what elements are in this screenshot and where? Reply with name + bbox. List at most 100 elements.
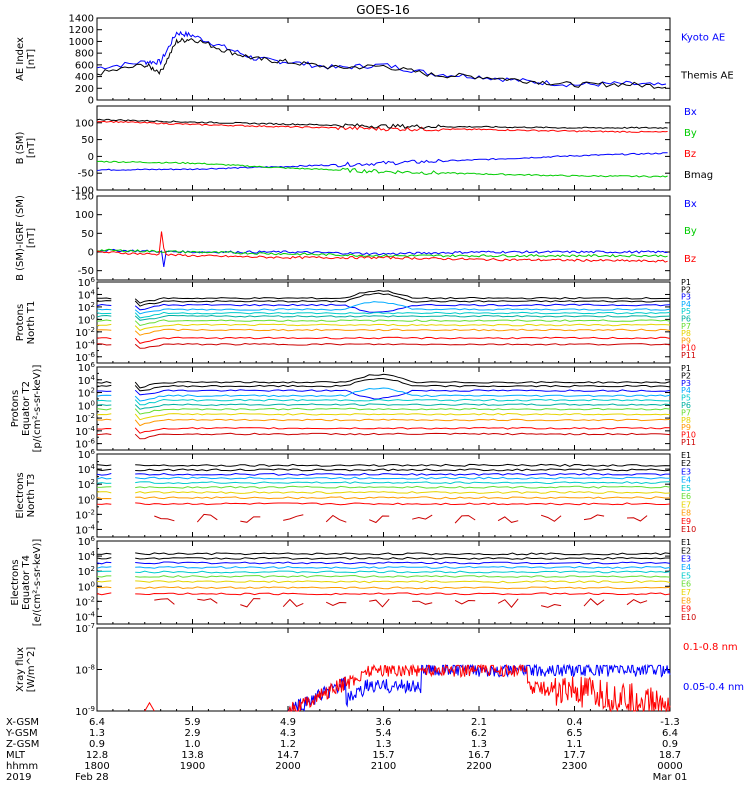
legend-electrons-equator-t4-E6: E6 <box>681 580 691 589</box>
protons-equator-t2-channel-2 <box>134 377 671 392</box>
y-tick-label: 10-4 <box>75 338 95 351</box>
legend-protons-north-t1-P8: P8 <box>681 329 691 338</box>
legend-electrons-equator-t4-E7: E7 <box>681 588 691 597</box>
x-axis-zgsm-value: 0.9 <box>662 739 678 750</box>
y-tick-label: 150 <box>75 192 94 203</box>
y-tick-label: 10-4 <box>75 523 95 536</box>
legend-protons-equator-t2-P5: P5 <box>681 394 691 403</box>
x-axis-mlt-value: 14.7 <box>277 750 299 761</box>
electrons-equator-t4-channel-4 <box>96 566 112 569</box>
protons-equator-t2-channel-9 <box>96 418 112 421</box>
y-tick-label: 106 <box>78 276 96 289</box>
bsm-series-Bx <box>96 152 668 171</box>
bigrf-series-Bx <box>96 248 668 267</box>
protons-equator-t2-channel-4 <box>134 387 671 402</box>
protons-north-t1-channel-4 <box>134 301 671 315</box>
x-axis-hhmm-value: 2100 <box>371 761 396 772</box>
electrons-equator-t4-sparse-channel <box>197 598 218 604</box>
x-axis-date-label: Feb 28 <box>75 772 109 783</box>
y-axis-label-line: [nT] <box>26 228 37 248</box>
y-axis-label-xray: Xray flux [W/m^2] <box>15 647 37 693</box>
x-axis-row-label-Z-GSM: Z-GSM <box>6 739 39 750</box>
protons-equator-t2-channel-11 <box>134 432 671 440</box>
y-tick-label: -50 <box>78 266 94 277</box>
electrons-equator-t4-channel-8 <box>96 586 112 589</box>
y-tick-label: 800 <box>75 49 94 60</box>
y-axis-label-line: [p/(cm²-s-sr-keV)] <box>32 365 43 453</box>
electrons-north-t3-sparse-channel <box>369 515 390 524</box>
electrons-equator-t4-channel-1 <box>135 552 671 556</box>
x-axis-mlt-value: 12.8 <box>86 750 108 761</box>
y-axis-label-line: North T3 <box>26 474 37 518</box>
electrons-north-t3-sparse-channel <box>497 516 519 523</box>
y-tick-label: 0 <box>88 96 94 107</box>
legend-electrons-north-t3-E8: E8 <box>681 509 691 518</box>
electrons-equator-t4-sparse-channel <box>325 601 347 607</box>
x-axis-zgsm-value: 1.2 <box>280 739 296 750</box>
protons-north-t1-channel-2 <box>96 300 112 302</box>
protons-north-t1-channel-11 <box>96 343 112 346</box>
protons-north-t1-channel-7 <box>96 319 112 322</box>
x-axis-hhmm-value: 2200 <box>466 761 491 772</box>
y-tick-label: 50 <box>81 135 94 146</box>
legend-electrons-equator-t4-E10: E10 <box>681 613 696 622</box>
electrons-equator-t4-sparse-channel <box>626 599 648 606</box>
x-axis-zgsm-value: 1.3 <box>471 739 487 750</box>
x-axis-mlt-value: 17.7 <box>563 750 585 761</box>
electrons-equator-t4-sparse-channel <box>540 603 562 608</box>
legend-protons-equator-t2-P11: P11 <box>681 438 696 447</box>
protons-north-t1-channel-1 <box>96 297 112 300</box>
y-tick-label: -100 <box>71 186 94 197</box>
electrons-north-t3-channel-2 <box>135 468 671 472</box>
legend-electrons-equator-t4-E5: E5 <box>681 571 691 580</box>
electrons-equator-t4-channel-2 <box>96 557 112 560</box>
electrons-north-t3-sparse-channel <box>412 514 433 520</box>
x-axis-xgsm-value: -1.3 <box>660 717 680 728</box>
x-axis-hhmm-value: 2000 <box>275 761 300 772</box>
legend-themis-ae: Themis AE <box>680 71 734 82</box>
protons-equator-t2-channel-8 <box>96 413 112 416</box>
y-tick-label: 0 <box>88 152 94 163</box>
legend-electrons-north-t3-E2: E2 <box>681 459 691 468</box>
electrons-equator-t4-channel-4 <box>135 565 671 569</box>
legend-protons-equator-t2-P7: P7 <box>681 408 691 417</box>
legend-bsm-Bz: Bz <box>684 149 696 160</box>
y-tick-label: 102 <box>78 387 95 400</box>
legend-protons-north-t1-P9: P9 <box>681 336 691 345</box>
electrons-equator-t4-channel-8 <box>135 586 671 590</box>
xray-series-0 <box>287 663 671 712</box>
y-axis-label-line: North T1 <box>26 301 37 345</box>
legend-protons-north-t1-P7: P7 <box>681 322 691 331</box>
protons-equator-t2-channel-5 <box>96 399 112 402</box>
legend-electrons-equator-t4-E1: E1 <box>681 538 691 547</box>
y-axis-label-line: [nT] <box>26 49 37 69</box>
legend-protons-equator-t2-P9: P9 <box>681 423 691 432</box>
y-tick-label: -50 <box>78 169 94 180</box>
protons-equator-t2-channel-5 <box>134 398 670 406</box>
electrons-equator-t4-channel-6 <box>135 574 671 578</box>
y-tick-label: 102 <box>78 565 95 578</box>
y-tick-label: 104 <box>78 374 96 387</box>
xray-red-spike <box>144 701 155 712</box>
y-axis-label-protons-equator-t2: Protons Equator T2 [p/(cm²-s-sr-keV)] <box>10 365 43 453</box>
x-axis-xgsm-value: 3.6 <box>376 717 392 728</box>
y-tick-label: 10-9 <box>75 705 95 718</box>
legend-bigrf-Bz: Bz <box>684 254 696 265</box>
legend-bsm-Bmag: Bmag <box>684 170 713 181</box>
x-axis-ygsm-value: 6.2 <box>471 728 487 739</box>
y-axis-label-electrons-equator-t4: Electrons Equator T4 [e/(cm²-s-sr-keV)] <box>10 539 43 627</box>
electrons-equator-t4-channel-7 <box>96 580 112 583</box>
x-axis-mlt-value: 13.8 <box>181 750 203 761</box>
ae-series-0 <box>96 30 667 88</box>
legend-protons-north-t1-P3: P3 <box>681 293 691 302</box>
x-axis-zgsm-value: 1.3 <box>376 739 392 750</box>
protons-north-t1-channel-10 <box>134 336 671 344</box>
legend-protons-north-t1-P11: P11 <box>681 351 696 360</box>
legend-protons-north-t1-P1: P1 <box>681 278 691 287</box>
y-axis-label-line: [nT] <box>26 138 37 158</box>
y-tick-label: 10-2 <box>75 508 95 521</box>
y-tick-label: 10-2 <box>75 595 95 608</box>
protons-north-t1-channel-9 <box>134 328 671 336</box>
protons-equator-t2-channel-1 <box>96 381 112 384</box>
